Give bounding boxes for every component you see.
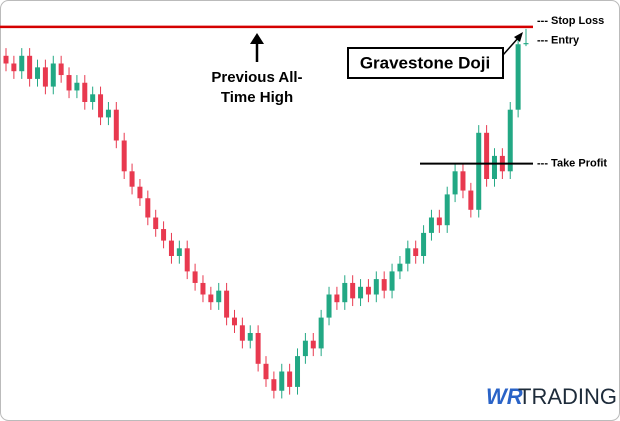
- candle-body: [350, 282, 356, 299]
- plot-area: [3, 28, 529, 399]
- candle-body: [50, 63, 56, 87]
- candle-body: [310, 340, 316, 349]
- candle-body: [137, 186, 143, 199]
- candle-body: [42, 67, 48, 87]
- candle-body: [491, 155, 497, 179]
- annotation-arrowhead: [250, 33, 264, 44]
- candle-body: [168, 240, 174, 256]
- reference-label: --- Take Profit: [537, 158, 607, 170]
- candle-body: [484, 132, 490, 179]
- candle-body: [365, 286, 371, 295]
- candle-body: [389, 271, 395, 291]
- candle-body: [98, 94, 104, 118]
- callout-box: [347, 47, 504, 79]
- candle-body: [287, 371, 293, 387]
- logo-name: TRADING: [518, 384, 617, 409]
- candle-body: [326, 294, 332, 318]
- candle-body: [507, 109, 513, 172]
- candle-body: [334, 294, 340, 303]
- callout-arrowhead: [514, 32, 523, 42]
- candle-body: [405, 248, 411, 264]
- reference-label: --- Entry: [537, 34, 580, 46]
- candle-body: [515, 44, 521, 110]
- candle-body: [523, 43, 529, 45]
- annotation-line: Time High: [221, 89, 293, 106]
- candle-body: [460, 171, 466, 191]
- candle-body: [105, 109, 111, 118]
- candle-body: [263, 363, 269, 380]
- candle-body: [271, 379, 277, 391]
- candle-body: [121, 140, 127, 172]
- candle-body: [358, 286, 364, 299]
- candle-body: [468, 190, 474, 210]
- candle-body: [58, 63, 64, 76]
- candle-body: [11, 63, 17, 72]
- candle-body: [255, 333, 261, 364]
- callout-arrow: [502, 36, 520, 56]
- candle-body: [19, 55, 25, 72]
- candle-body: [184, 248, 190, 272]
- candle-body: [90, 94, 96, 102]
- candle-body: [476, 132, 482, 210]
- candle-body: [224, 290, 230, 318]
- logo-brand: WR: [486, 384, 523, 409]
- candle-body: [27, 55, 33, 79]
- candle-body: [3, 55, 9, 64]
- candle-body: [318, 317, 324, 349]
- candle-body: [200, 282, 206, 295]
- reference-label: --- Stop Loss: [537, 15, 604, 27]
- candle-body: [428, 217, 434, 233]
- candle-body: [452, 171, 458, 195]
- candle-body: [153, 217, 159, 230]
- candle-body: [66, 75, 72, 91]
- candle-body: [145, 198, 151, 218]
- candle-body: [74, 82, 80, 91]
- candle-body: [239, 325, 245, 341]
- candle-body: [231, 317, 237, 326]
- candle-body: [295, 356, 301, 387]
- candle-body: [421, 232, 427, 256]
- candle-body: [129, 171, 135, 187]
- candle-body: [113, 109, 119, 141]
- candle-body: [436, 217, 442, 226]
- candle-body: [413, 248, 419, 256]
- callout-text: Gravestone Doji: [360, 53, 490, 72]
- candle-body: [279, 371, 285, 391]
- candle-body: [247, 333, 253, 341]
- candle-body: [35, 67, 41, 79]
- candle-body: [161, 229, 167, 241]
- candle-body: [82, 82, 88, 102]
- candle-body: [302, 340, 308, 357]
- candle-body: [176, 248, 182, 256]
- candle-body: [373, 279, 379, 295]
- candle-body: [208, 294, 214, 303]
- annotation-line: Previous All-: [211, 69, 302, 86]
- candle-body: [192, 271, 198, 283]
- candle-body: [381, 279, 387, 291]
- candle-body: [397, 263, 403, 272]
- candle-body: [444, 194, 450, 226]
- candle-body: [216, 290, 222, 303]
- candle-body: [342, 282, 348, 303]
